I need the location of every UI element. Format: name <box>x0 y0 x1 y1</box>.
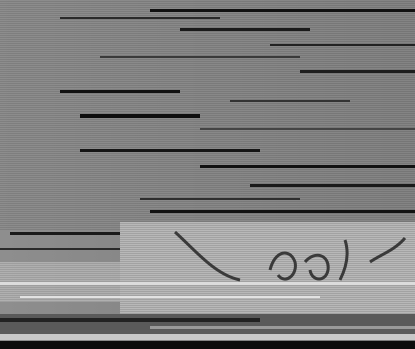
streak <box>230 100 350 102</box>
streak <box>150 210 415 213</box>
streak <box>270 44 415 46</box>
streak <box>0 341 415 349</box>
streak <box>140 198 300 200</box>
streak <box>250 184 415 187</box>
dark-band <box>0 314 415 334</box>
bottom-streaks <box>0 314 415 349</box>
light-block <box>120 222 415 314</box>
streak <box>200 165 415 168</box>
streak <box>0 282 415 285</box>
streak <box>200 128 415 130</box>
glitched-image <box>0 0 415 349</box>
streak <box>0 248 120 250</box>
streak <box>0 334 415 340</box>
scanline-texture <box>0 0 415 230</box>
streak <box>60 90 180 93</box>
page: {} <box>0 0 415 349</box>
streak <box>20 296 320 298</box>
streak <box>150 9 415 12</box>
streak <box>150 326 415 329</box>
streak <box>80 114 200 118</box>
streak <box>100 56 300 58</box>
streak <box>80 149 260 152</box>
streak <box>60 17 220 19</box>
streak <box>300 70 415 73</box>
streak <box>0 318 260 322</box>
streak <box>180 28 310 31</box>
